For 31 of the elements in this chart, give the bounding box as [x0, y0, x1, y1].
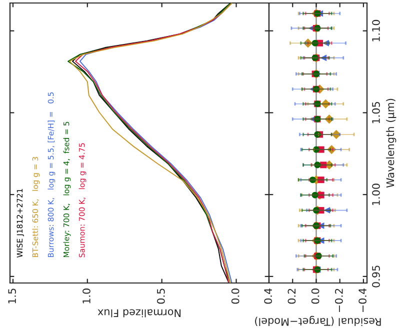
point: [320, 54, 327, 62]
x-axis-title: Normalized Flux: [98, 309, 180, 318]
point: [312, 146, 320, 153]
x-tick-label: 1.0: [82, 288, 90, 304]
point: [332, 130, 341, 140]
point: [303, 38, 313, 48]
x-tick-label: 0.0: [231, 288, 240, 304]
y-tick-label: 0.95: [372, 266, 380, 288]
point: [314, 131, 321, 138]
point: [314, 162, 321, 168]
point: [324, 207, 330, 214]
y-tick-label: 1.00: [372, 184, 380, 206]
point: [312, 192, 318, 198]
point: [326, 144, 336, 154]
point: [322, 40, 329, 46]
x-tick-label: −0.4: [358, 288, 366, 312]
point: [324, 114, 334, 124]
x-tick-label: 0.4: [264, 288, 272, 304]
point: [312, 40, 318, 46]
y-axis-title: Wavelength (μm): [386, 98, 396, 188]
x-axis-title: Residual (Target−Model): [255, 316, 381, 326]
x-tick-label: −0.2: [334, 288, 343, 312]
x-tick-label: 0.2: [288, 288, 296, 304]
x-tick-label: 1.5: [8, 288, 16, 304]
x-tick-label: 0.0: [311, 288, 320, 304]
y-tick-label: 1.05: [372, 102, 380, 124]
point: [312, 207, 320, 214]
point: [321, 99, 330, 108]
y-tick-label: 1.10: [372, 20, 380, 42]
x-tick-label: 0.5: [156, 288, 165, 304]
point: [309, 176, 316, 184]
